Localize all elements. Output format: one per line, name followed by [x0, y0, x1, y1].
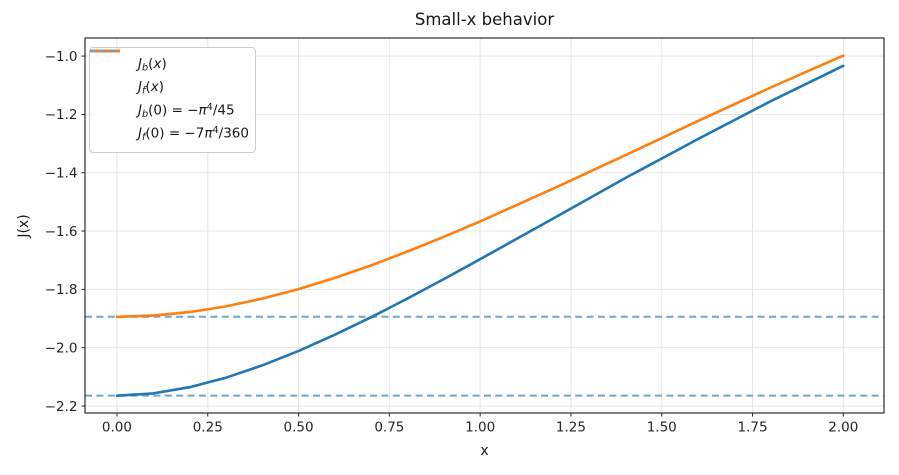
x-tick-label: 0.50: [284, 420, 314, 436]
y-tick-label: −1.0: [45, 49, 78, 65]
x-tick-label: 0.25: [193, 420, 223, 436]
y-tick-label: −2.2: [45, 399, 78, 415]
legend-item: Jb(x): [90, 49, 247, 77]
y-tick-label: −1.6: [45, 224, 78, 240]
y-tick-label: −1.2: [45, 107, 78, 123]
legend-label: Jb(x): [138, 55, 167, 74]
y-tick-label: −1.4: [45, 166, 78, 182]
legend-label: Jf(x): [138, 78, 164, 97]
x-tick-label: 0.75: [374, 420, 404, 436]
legend-item: Jf(x): [90, 49, 247, 100]
legend-line-swatch: [90, 49, 127, 69]
x-tick-label: 1.00: [465, 420, 495, 436]
axes-spines: [84, 37, 885, 414]
x-tick-label: 1.25: [556, 420, 586, 436]
x-tick-label: 1.50: [647, 420, 677, 436]
x-tick-label: 0.00: [102, 420, 132, 436]
curve-jf: [115, 54, 845, 319]
chart-title: Small-x behavior: [414, 10, 555, 29]
x-axis-label: x: [480, 443, 489, 459]
x-tick-label: 2.00: [828, 420, 858, 436]
legend: Jb(x) Jf(x) Jb(0) = −π4/45 Jf(0) = −7π4/360: [89, 47, 256, 153]
y-axis-label: J(x): [16, 214, 32, 238]
legend-item: Jb(0) = −π4/45: [90, 50, 247, 123]
x-tick-label: 1.75: [737, 420, 767, 436]
legend-dashed-line-swatch: [90, 50, 127, 115]
legend-label: Jb(0) = −π4/45: [138, 102, 235, 121]
legend-dashed-line-swatch: [90, 50, 127, 138]
y-tick-label: −1.8: [45, 282, 78, 298]
legend-label: Jf(0) = −7π4/360: [138, 125, 249, 144]
legend-line-swatch: [90, 49, 127, 92]
legend-item: Jf(0) = −7π4/360: [90, 50, 249, 146]
curve-jb: [115, 64, 845, 398]
y-tick-label: −2.0: [45, 340, 78, 356]
